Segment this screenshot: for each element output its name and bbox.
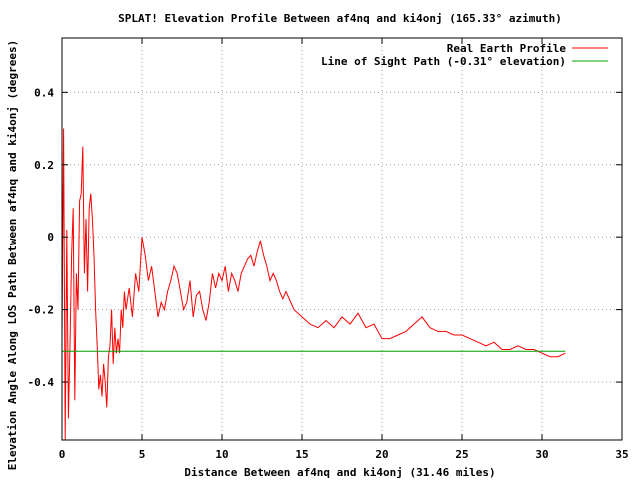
y-tick-label: 0 [47,231,54,244]
series-layer [61,128,566,441]
chart-title: SPLAT! Elevation Profile Between af4nq a… [118,12,562,25]
x-tick-label: 0 [59,448,66,461]
y-tick-label: -0.4 [28,376,55,389]
plot-frame [61,37,623,441]
x-tick-label: 35 [615,448,628,461]
x-axis-ticks: 0 5 10 15 20 25 30 35 [59,38,629,461]
x-tick-label: 25 [455,448,468,461]
x-tick-label: 30 [535,448,548,461]
x-tick-label: 10 [215,448,228,461]
y-axis-ticks: 0.4 0.2 0 -0.2 -0.4 [28,86,622,389]
series-line-1 [61,128,566,441]
y-tick-label: -0.2 [28,304,55,317]
x-axis-label: Distance Between af4nq and ki4onj (31.46… [184,466,495,479]
y-tick-label: 0.4 [34,86,54,99]
legend-label-1: Real Earth Profile [447,42,567,55]
x-tick-label: 20 [375,448,388,461]
x-tick-label: 15 [295,448,308,461]
y-tick-label: 0.2 [34,159,54,172]
x-tick-label: 5 [139,448,146,461]
y-axis-label: Elevation Angle Along LOS Path Between a… [6,40,19,470]
grid-lines [62,38,622,440]
legend-label-2: Line of Sight Path (-0.31° elevation) [321,55,566,68]
